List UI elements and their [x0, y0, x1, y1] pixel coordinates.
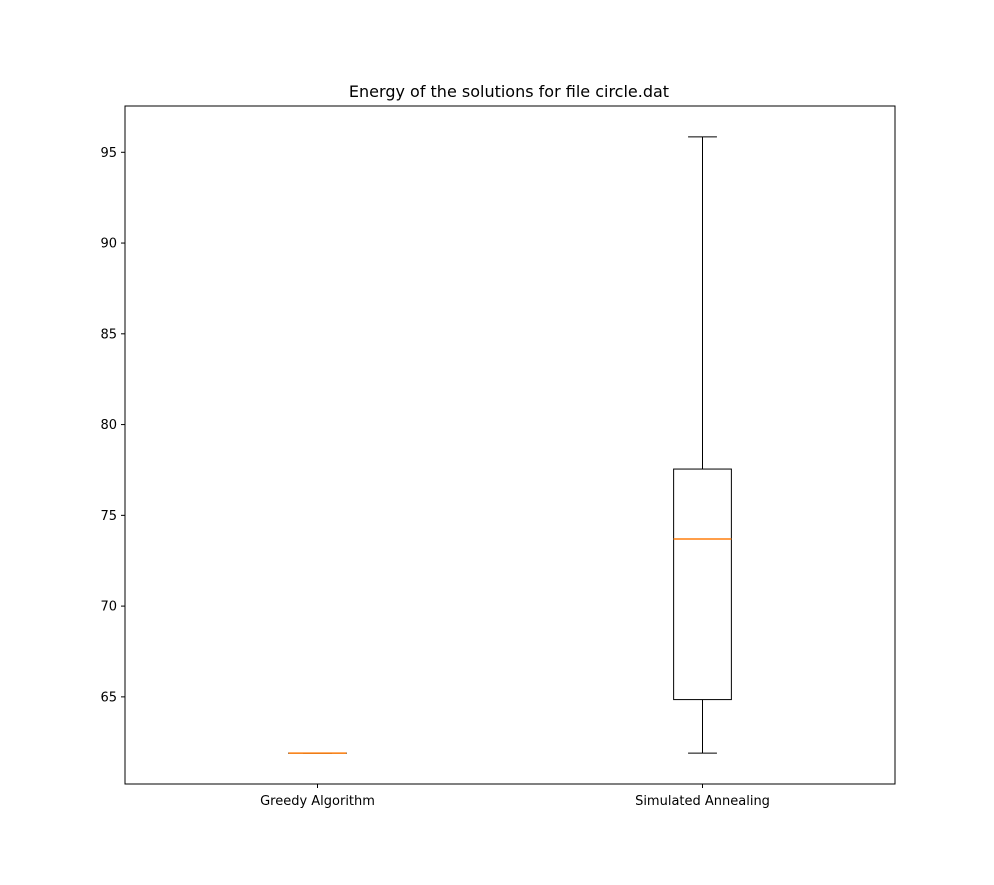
y-tick-label: 75	[100, 509, 117, 524]
x-tick-label: Simulated Annealing	[635, 794, 770, 809]
y-tick-label: 90	[100, 237, 117, 252]
x-tick-label: Greedy Algorithm	[260, 794, 375, 809]
y-axis: 65 70 75 80 85 90 95	[100, 146, 125, 706]
box-series	[289, 137, 732, 753]
y-tick-label: 70	[100, 600, 117, 615]
y-tick-label: 80	[100, 418, 117, 433]
y-tick-label: 65	[100, 690, 117, 705]
box-group	[674, 137, 732, 753]
y-tick-label: 95	[100, 146, 117, 161]
x-axis: Greedy Algorithm Simulated Annealing	[260, 784, 770, 809]
plot-area-frame	[125, 106, 895, 784]
y-tick-label: 85	[100, 327, 117, 342]
iqr-box	[674, 469, 732, 700]
chart-title: Energy of the solutions for file circle.…	[349, 82, 669, 101]
